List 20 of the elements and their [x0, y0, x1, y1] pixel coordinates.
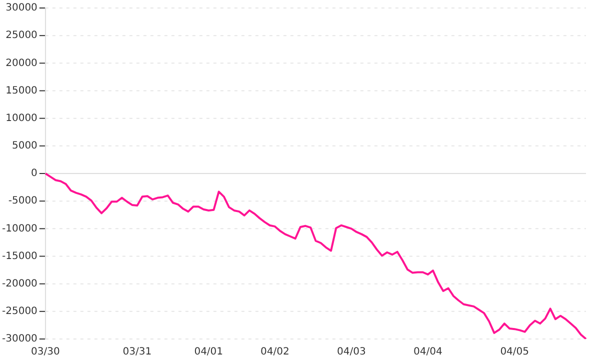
- y-tick-label: -15000: [2, 250, 38, 262]
- y-tick-label: -20000: [2, 278, 38, 290]
- y-tick-label: 15000: [6, 85, 38, 96]
- x-tick-label: 03/30: [31, 346, 60, 358]
- y-tick-label: 10000: [6, 112, 38, 124]
- y-tick-label: 30000: [6, 2, 38, 14]
- y-tick-label: -10000: [2, 223, 38, 234]
- y-tick-label: 20000: [6, 58, 38, 69]
- y-tick-label: -25000: [2, 306, 38, 318]
- y-tick-label: 5000: [12, 140, 38, 152]
- y-tick-label: -30000: [2, 334, 38, 345]
- y-tick-label: 25000: [6, 30, 38, 42]
- y-tick-label: -5000: [8, 196, 38, 207]
- x-tick-label: 04/04: [413, 346, 442, 358]
- x-tick-label: 03/31: [122, 346, 152, 358]
- x-tick-label: 04/02: [260, 346, 290, 358]
- x-tick-label: 04/03: [336, 346, 366, 358]
- y-tick-label: 0: [31, 168, 38, 180]
- x-tick-label: 04/01: [194, 346, 224, 358]
- x-tick-label: 04/05: [500, 346, 530, 358]
